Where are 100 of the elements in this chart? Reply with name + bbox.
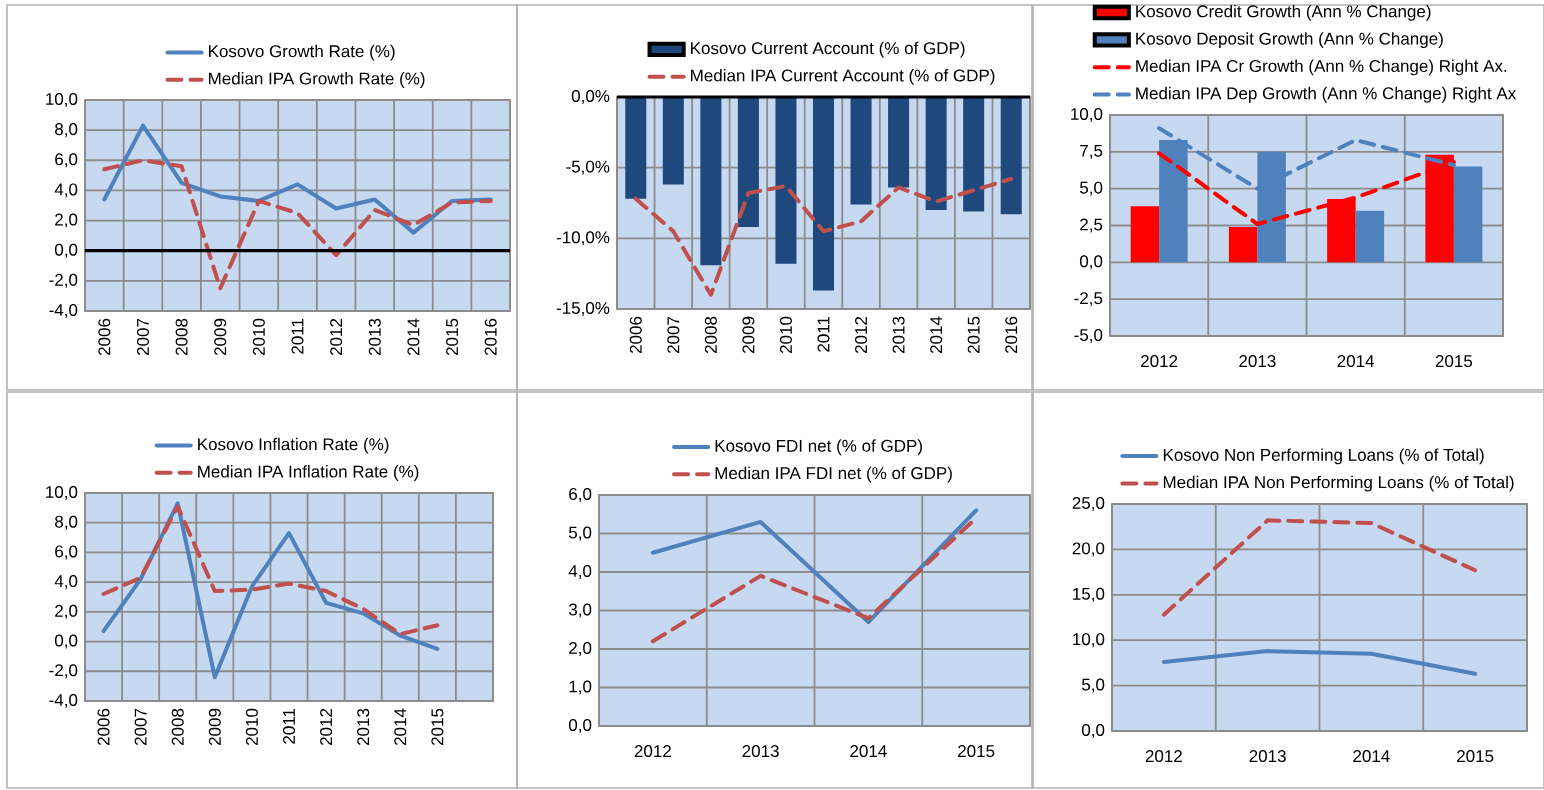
y-tick-label: 20,0 bbox=[1072, 542, 1105, 557]
y-tick-label: -10,0% bbox=[556, 231, 610, 246]
x-tick-label: 2010 bbox=[779, 316, 792, 354]
line-series bbox=[101, 504, 440, 637]
x-tick-label: 2007 bbox=[136, 318, 149, 356]
x-tick-label: 2009 bbox=[208, 708, 221, 746]
y-tick-label: 0,0% bbox=[571, 89, 610, 104]
x-tick-label: 2012 bbox=[330, 318, 343, 356]
x-tick-label: 2014 bbox=[1353, 750, 1390, 763]
y-tick-label: 5,0 bbox=[1080, 181, 1103, 196]
legend-label: Median IPA Non Performing Loans (% of Total) bbox=[1163, 475, 1514, 492]
line-series bbox=[1161, 649, 1478, 676]
x-tick-label: 2015 bbox=[1435, 355, 1473, 368]
x-tick-label: 2012 bbox=[1145, 750, 1182, 763]
y-tick-label: 10,0 bbox=[46, 485, 78, 500]
x-tick-label: 2006 bbox=[629, 316, 642, 354]
legend-label: Kosovo Non Performing Loans (% of Total) bbox=[1163, 448, 1484, 465]
y-tick-label: 0,0 bbox=[568, 718, 592, 733]
y-tick-label: 7,5 bbox=[1080, 144, 1103, 159]
legend-label: Median IPA Current Account (% of GDP) bbox=[691, 69, 995, 85]
legend-label: Kosovo Growth Rate (%) bbox=[208, 44, 395, 61]
legend-label: Median IPA Cr Growth (Ann % Change) Right Ax. bbox=[1136, 59, 1507, 76]
y-tick-label: 4,0 bbox=[568, 564, 592, 580]
y-tick-label: -15,0% bbox=[556, 301, 610, 316]
x-tick-label: 2010 bbox=[252, 318, 265, 356]
legend-label: Kosovo Credit Growth (Ann % Change) bbox=[1136, 4, 1431, 21]
x-tick-label: 2015 bbox=[1457, 750, 1494, 763]
x-tick-label: 2011 bbox=[291, 318, 304, 354]
y-tick-label: 25,0 bbox=[1072, 496, 1105, 511]
y-tick-label: 0,0 bbox=[54, 243, 78, 258]
y-tick-label: 3,0 bbox=[568, 603, 592, 618]
y-tick-label: 4,0 bbox=[54, 575, 78, 590]
y-tick-label: 6,0 bbox=[55, 153, 78, 168]
y-tick-label: 0,0 bbox=[1079, 255, 1103, 270]
x-tick-label: 2015 bbox=[431, 708, 444, 746]
legend-label: Kosovo Inflation Rate (%) bbox=[198, 437, 389, 454]
x-tick-label: 2013 bbox=[368, 318, 381, 356]
x-tick-label: 2014 bbox=[850, 745, 887, 758]
bar bbox=[1355, 210, 1385, 263]
bar bbox=[1130, 206, 1160, 263]
x-tick-label: 2006 bbox=[98, 318, 111, 356]
x-tick-label: 2015 bbox=[958, 745, 995, 758]
y-tick-label: -4,0 bbox=[49, 303, 78, 318]
y-tick-label: 5,0 bbox=[1082, 678, 1105, 693]
y-tick-label: -2,0 bbox=[49, 664, 78, 679]
y-tick-label: 4,0 bbox=[54, 183, 78, 198]
x-tick-label: 2012 bbox=[634, 745, 671, 758]
line-series bbox=[1161, 518, 1478, 617]
x-tick-label: 2013 bbox=[742, 745, 779, 758]
line-series bbox=[102, 158, 493, 291]
y-tick-label: 8,0 bbox=[55, 123, 78, 138]
legend-label: Median IPA Inflation Rate (%) bbox=[198, 465, 419, 481]
y-tick-label: 2,0 bbox=[55, 604, 78, 619]
x-tick-label: 2011 bbox=[283, 708, 296, 744]
y-tick-label: 10,0 bbox=[1073, 633, 1105, 648]
legend-label: Median IPA Growth Rate (%) bbox=[208, 72, 425, 88]
y-tick-label: -2,0 bbox=[49, 273, 78, 288]
y-tick-label: 0,0 bbox=[54, 634, 78, 649]
x-tick-label: 2008 bbox=[171, 708, 184, 746]
y-tick-label: -5,0 bbox=[1074, 328, 1103, 343]
y-tick-label: 2,0 bbox=[55, 213, 78, 228]
x-tick-label: 2012 bbox=[1141, 355, 1178, 368]
y-tick-label: 5,0 bbox=[568, 526, 592, 541]
y-tick-label: -4,0 bbox=[49, 693, 78, 708]
legend-label: Kosovo FDI net (% of GDP) bbox=[715, 439, 922, 456]
x-tick-label: 2012 bbox=[855, 316, 868, 354]
x-tick-label: 2016 bbox=[484, 318, 497, 356]
legend-label: Kosovo Current Account (% of GDP) bbox=[691, 41, 965, 58]
y-tick-label: 15,0 bbox=[1073, 587, 1105, 602]
x-tick-label: 2015 bbox=[967, 316, 980, 354]
y-tick-label: 8,0 bbox=[55, 515, 78, 530]
y-tick-label: 2,0 bbox=[569, 641, 592, 656]
x-tick-label: 2014 bbox=[1337, 355, 1375, 368]
x-tick-label: 2006 bbox=[97, 708, 110, 746]
x-tick-label: 2010 bbox=[245, 708, 258, 746]
y-tick-label: 6,0 bbox=[569, 487, 592, 503]
x-tick-label: 2014 bbox=[394, 708, 407, 746]
x-tick-label: 2012 bbox=[320, 708, 333, 746]
legend-label: Median IPA Dep Growth (Ann % Change) Right Ax bbox=[1136, 86, 1517, 103]
y-tick-label: 2,5 bbox=[1080, 218, 1103, 233]
y-tick-label: 1,0 bbox=[569, 680, 592, 695]
x-tick-label: 2014 bbox=[407, 318, 420, 356]
x-tick-label: 2013 bbox=[1239, 355, 1276, 368]
x-tick-label: 2013 bbox=[1249, 750, 1286, 763]
x-tick-label: 2008 bbox=[175, 318, 188, 356]
x-tick-label: 2007 bbox=[134, 708, 147, 746]
x-tick-label: 2013 bbox=[357, 708, 370, 746]
x-tick-label: 2015 bbox=[446, 318, 459, 356]
y-tick-label: -2,5 bbox=[1074, 292, 1103, 307]
x-tick-label: 2009 bbox=[742, 316, 755, 354]
legend-label: Median IPA FDI net (% of GDP) bbox=[715, 466, 952, 483]
y-tick-label: 6,0 bbox=[55, 545, 78, 560]
x-tick-label: 2008 bbox=[704, 316, 717, 354]
x-tick-label: 2007 bbox=[667, 316, 680, 354]
y-tick-label: 10,0 bbox=[1071, 107, 1103, 122]
x-tick-label: 2016 bbox=[1005, 316, 1018, 354]
legend-label: Kosovo Deposit Growth (Ann % Change) bbox=[1136, 32, 1443, 49]
x-tick-label: 2014 bbox=[930, 316, 943, 354]
y-tick-label: -5,0% bbox=[566, 160, 610, 175]
x-tick-label: 2009 bbox=[214, 318, 227, 356]
